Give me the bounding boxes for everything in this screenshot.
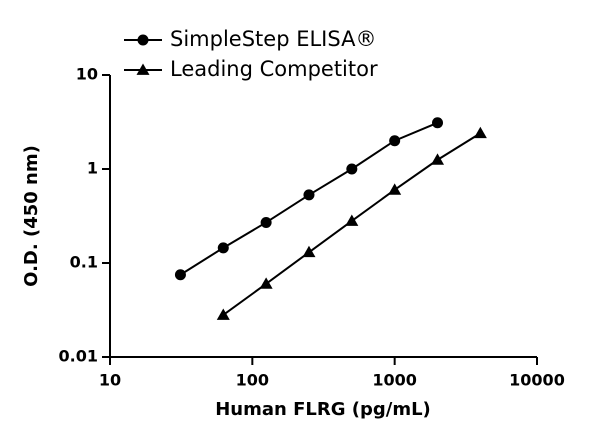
- marker: [473, 126, 487, 139]
- marker: [431, 153, 445, 165]
- x-tick-label: 1000: [372, 371, 417, 390]
- x-axis-label: Human FLRG (pg/mL): [215, 399, 431, 420]
- legend-marker: [137, 34, 149, 46]
- marker: [259, 277, 273, 289]
- marker: [216, 308, 230, 320]
- y-tick-label: 0.1: [70, 253, 98, 272]
- y-axis-label: O.D. (450 nm): [21, 145, 42, 287]
- marker: [260, 216, 272, 228]
- marker: [432, 117, 444, 129]
- marker: [388, 183, 402, 195]
- marker: [174, 269, 186, 281]
- x-tick-label: 10: [99, 371, 121, 390]
- marker: [303, 189, 315, 201]
- marker: [346, 163, 358, 175]
- legend-label: SimpleStep ELISA®: [170, 27, 376, 51]
- marker: [389, 135, 401, 147]
- y-tick-label: 0.01: [59, 347, 98, 366]
- y-tick-label: 1: [87, 159, 98, 178]
- y-tick-label: 10: [76, 65, 98, 84]
- legend-marker: [136, 63, 150, 75]
- marker: [302, 245, 316, 258]
- legend-label: Leading Competitor: [170, 57, 378, 81]
- x-tick-label: 10000: [509, 371, 565, 390]
- marker: [345, 214, 359, 226]
- marker: [217, 242, 229, 254]
- x-tick-label: 100: [236, 371, 269, 390]
